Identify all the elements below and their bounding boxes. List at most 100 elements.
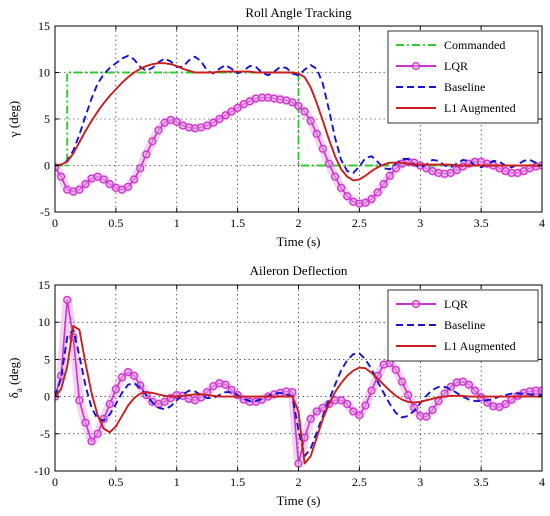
series-line (55, 54, 542, 174)
data-point (154, 126, 163, 135)
legend-label: Commanded (444, 38, 505, 52)
data-point (136, 164, 145, 173)
series-baseline (55, 328, 542, 458)
data-point (75, 396, 84, 405)
data-point (422, 412, 431, 421)
chart-2: 0 0.5 1 1.5 2 2.5 3 3.5 4 -10 -5 0 5 10 15 Aileron Defl… (6, 263, 545, 508)
data-point (470, 386, 480, 395)
x-tick-label: 2 (296, 216, 302, 230)
x-axis-label: Time (s) (277, 493, 321, 508)
data-point (361, 198, 370, 207)
x-tick-label: 4 (539, 475, 545, 489)
data-point (124, 182, 133, 191)
series-layer (55, 54, 542, 209)
data-point (300, 107, 309, 116)
x-tick-label: 0 (52, 475, 58, 489)
data-point (343, 192, 352, 201)
data-point (337, 183, 346, 192)
data-point (391, 164, 400, 173)
x-tick-label: 4 (539, 216, 545, 230)
legend-entry: LQR (396, 297, 468, 311)
data-point (75, 185, 84, 194)
series-line (55, 328, 542, 458)
data-point (111, 385, 120, 394)
data-point (130, 371, 139, 380)
legend-label: L1 Augmented (444, 339, 516, 353)
legend-label: LQR (444, 297, 468, 311)
data-point (446, 382, 455, 391)
legend-label: LQR (444, 59, 468, 73)
data-point (501, 399, 510, 409)
x-tick-label: 0 (52, 216, 58, 230)
y-tick-label: 10 (38, 66, 50, 80)
y-tick-label: 15 (38, 278, 50, 292)
y-axis-label-symbol: δ (6, 392, 21, 398)
legend-marker (411, 61, 421, 71)
series-layer (55, 295, 542, 469)
legend-entry: Baseline (396, 80, 485, 94)
series-baseline (55, 54, 542, 174)
data-point (93, 429, 102, 438)
data-point (306, 116, 315, 125)
y-axis-label-subscript: a (14, 388, 24, 392)
x-tick-label: 0.5 (108, 216, 123, 230)
legend-entry: L1 Augmented (396, 339, 516, 353)
legend: Commanded LQR Baseline L1 Augmented (387, 30, 539, 124)
data-point (57, 172, 66, 181)
data-point (373, 188, 382, 197)
y-tick-label: 5 (44, 112, 50, 126)
series-line (55, 62, 542, 182)
y-axis-label-unit: (deg) (6, 358, 21, 389)
x-tick-label: 2 (296, 475, 302, 489)
data-point (288, 388, 297, 397)
y-axis-label: δa (deg) (6, 358, 24, 399)
legend: LQR Baseline L1 Augmented (387, 289, 539, 362)
x-tick-label: 1 (174, 475, 180, 489)
x-tick-label: 3.5 (474, 216, 489, 230)
data-point (221, 380, 230, 389)
data-point (215, 114, 224, 124)
data-point (81, 418, 90, 427)
series-lqr (55, 93, 542, 209)
data-point (397, 377, 407, 386)
data-point (428, 405, 437, 415)
data-point (312, 407, 321, 416)
legend-label: L1 Augmented (444, 101, 516, 115)
y-tick-label: 0 (44, 390, 50, 404)
x-tick-label: 1 (174, 216, 180, 230)
data-point (464, 380, 474, 389)
data-point (288, 98, 297, 107)
legend-entry: LQR (396, 59, 468, 73)
data-point (227, 107, 236, 116)
legend-entry: Baseline (396, 318, 485, 332)
x-tick-label: 3 (417, 475, 423, 489)
data-point (324, 159, 333, 168)
y-tick-label: 0 (44, 159, 50, 173)
x-tick-label: 1.5 (230, 216, 245, 230)
x-tick-label: 3 (417, 216, 423, 230)
data-point (361, 401, 370, 410)
data-point (318, 403, 327, 412)
x-tick-label: 0.5 (108, 475, 123, 489)
data-point (452, 166, 461, 175)
data-point (105, 399, 114, 409)
legend-entry: L1 Augmented (396, 101, 516, 115)
x-axis-label: Time (s) (277, 234, 321, 249)
data-point (81, 180, 90, 189)
data-point (160, 397, 169, 406)
series-line (55, 324, 542, 465)
data-point (99, 175, 108, 184)
data-point (294, 101, 303, 111)
data-point (404, 391, 413, 400)
data-point (312, 129, 321, 138)
data-point (209, 118, 218, 127)
x-tick-label: 3.5 (474, 475, 489, 489)
y-tick-label: 10 (38, 315, 50, 329)
data-point (349, 407, 358, 416)
y-tick-label: 15 (38, 19, 50, 33)
data-point (124, 367, 133, 377)
